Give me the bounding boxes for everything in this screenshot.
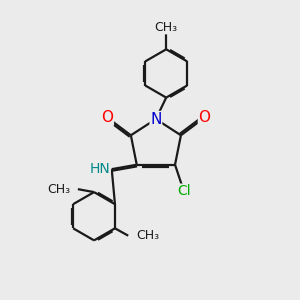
Text: CH₃: CH₃: [136, 229, 160, 242]
Text: CH₃: CH₃: [154, 21, 178, 34]
Text: HN: HN: [89, 162, 110, 176]
Text: O: O: [199, 110, 211, 125]
Text: Cl: Cl: [177, 184, 191, 198]
Text: O: O: [101, 110, 113, 125]
Text: CH₃: CH₃: [47, 183, 70, 196]
Text: N: N: [150, 112, 162, 127]
